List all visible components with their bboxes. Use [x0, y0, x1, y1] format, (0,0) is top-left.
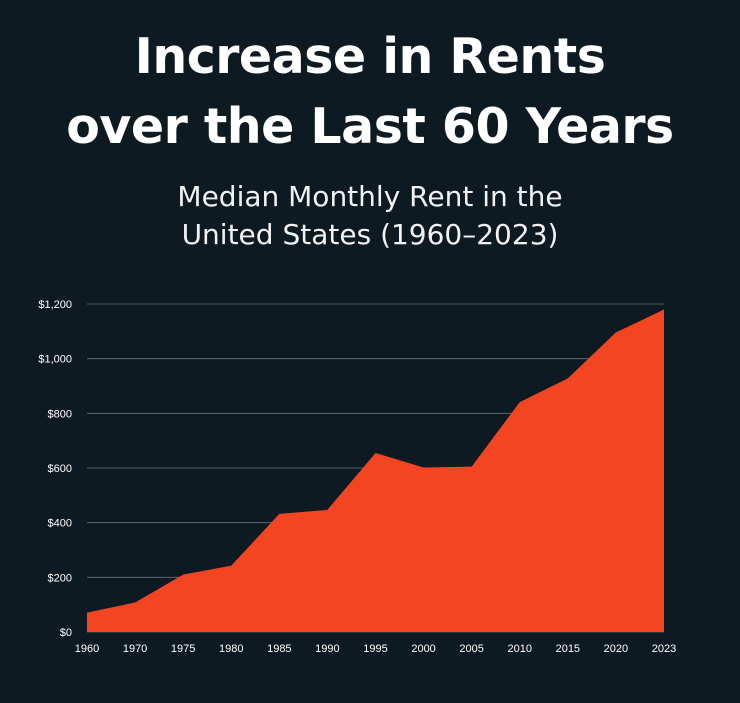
data-area: [86, 309, 665, 632]
y-tick-label: $800: [48, 408, 72, 420]
x-tick-label: 2020: [604, 643, 628, 655]
chart-subtitle-line-1: Median Monthly Rent in the: [177, 180, 563, 213]
chart-title-line-2: over the Last 60 Years: [66, 98, 674, 155]
x-tick-label: 1985: [267, 643, 291, 655]
x-tick-label: 1960: [75, 643, 99, 655]
y-tick-label: $200: [48, 572, 72, 584]
x-tick-label: 2010: [508, 643, 532, 655]
x-tick-label: 1970: [123, 643, 147, 655]
x-tick-label: 2000: [411, 643, 435, 655]
x-tick-label: 2015: [556, 643, 580, 655]
rent-area-series: [87, 309, 664, 632]
y-tick-label: $400: [48, 518, 72, 530]
x-tick-label: 1990: [315, 643, 339, 655]
x-tick-label: 2005: [459, 643, 483, 655]
x-tick-label: 2023: [652, 643, 676, 655]
x-tick-label: 1995: [363, 643, 387, 655]
y-tick-label: $600: [48, 463, 72, 475]
y-tick-label: $0: [60, 627, 72, 639]
x-axis-ticks: 1960 1970 1975 1980 1985 1990 1995 2000 2005 2010…: [75, 643, 676, 655]
y-axis-ticks: $0 $200 $400 $600 $800 $1,000 $1,200: [38, 299, 72, 639]
chart-subtitle-line-2: United States (1960–2023): [181, 218, 559, 251]
chart-title-line-1: Increase in Rents: [134, 28, 606, 85]
x-tick-label: 1980: [219, 643, 243, 655]
y-tick-label: $1,200: [38, 299, 72, 311]
x-tick-label: 1975: [171, 643, 195, 655]
y-tick-label: $1,000: [38, 354, 72, 366]
